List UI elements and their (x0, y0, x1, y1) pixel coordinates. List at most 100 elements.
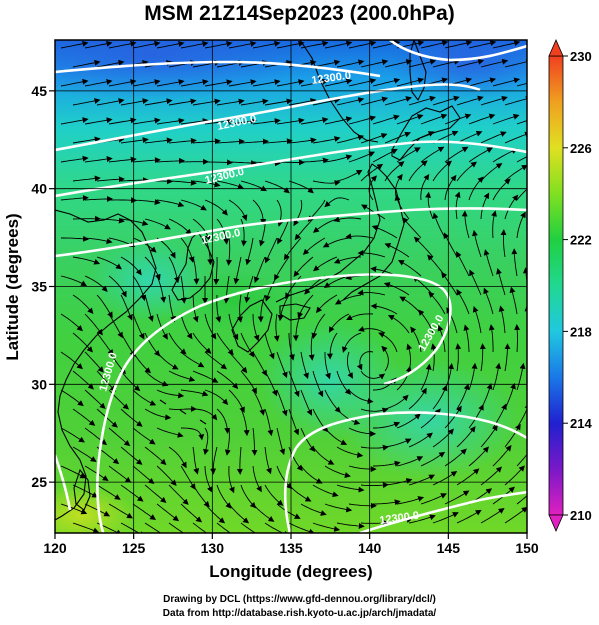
streamline-187 (240, 218, 247, 247)
streamline-59 (516, 82, 527, 87)
streamline-268 (257, 294, 266, 323)
streamline-109 (288, 137, 317, 144)
streamline-367 (228, 389, 245, 414)
streamline-151 (336, 169, 363, 182)
streamline-208 (245, 237, 254, 266)
streamline-485 (180, 503, 203, 523)
streamline-448 (252, 465, 262, 493)
streamline-247 (223, 275, 230, 304)
contour-line-2 (389, 40, 527, 62)
streamline-492 (348, 502, 377, 509)
x-tick-label-150: 150 (515, 540, 539, 556)
streamline-341 (96, 370, 116, 392)
streamline-281 (84, 313, 103, 336)
streamline-299 (509, 286, 518, 315)
streamline-118 (504, 131, 527, 144)
streamline-489 (276, 503, 301, 519)
streamline-201 (84, 237, 113, 244)
streamline-57 (468, 77, 497, 87)
y-tick-label-25: 25 (31, 474, 47, 490)
streamline-140 (72, 175, 101, 182)
streamline-301 (96, 332, 114, 356)
contour-line-5 (55, 207, 527, 258)
streamline-506 (216, 522, 232, 533)
streamline-9 (276, 40, 305, 49)
streamline-231 (313, 256, 338, 272)
streamline-100 (72, 136, 101, 144)
streamline-375 (420, 363, 432, 391)
chart-title: MSM 21Z14Sep2023 (200.0hPa) (144, 2, 455, 25)
streamline-167 (228, 199, 248, 221)
streamline-481 (84, 503, 111, 517)
streamline-35 (432, 58, 461, 68)
streamline-499 (516, 495, 527, 505)
streamline-295 (399, 296, 422, 315)
streamline-138 (492, 148, 518, 163)
streamline-192 (333, 216, 362, 223)
streamline-111 (336, 134, 365, 144)
streamline-92 (348, 115, 377, 125)
streamline-315 (418, 309, 434, 334)
contour-label-1: 12300.0 (311, 70, 352, 87)
colorbar-tick-label-218: 218 (570, 324, 592, 339)
y-tick-label-40: 40 (31, 181, 47, 197)
streamline-417 (468, 404, 484, 429)
streamline-364 (156, 389, 185, 399)
streamline-409 (276, 427, 286, 456)
streamline-325 (180, 351, 205, 368)
streamline-45 (180, 79, 209, 87)
streamline-344 (168, 370, 196, 382)
streamline-452 (348, 465, 377, 473)
streamline-483 (132, 503, 157, 520)
streamline-96 (444, 113, 472, 125)
streamline-141 (96, 176, 125, 183)
streamline-405 (180, 427, 205, 441)
streamline-199 (529, 198, 546, 219)
streamline-342 (120, 370, 141, 392)
streamline-356 (455, 343, 462, 372)
coastline-korea (171, 231, 215, 301)
streamline-105 (192, 138, 221, 145)
coastline-shikoku (279, 303, 311, 321)
streamline-64 (168, 98, 197, 106)
colorbar-body (548, 55, 564, 516)
streamline-406 (203, 427, 209, 456)
streamline-459 (516, 453, 527, 467)
colorbar-top-arrow (548, 39, 564, 57)
streamline-321 (84, 351, 104, 373)
colorbar-tick-label-230: 230 (570, 49, 592, 64)
streamline-216 (432, 212, 446, 239)
streamline-121 (84, 156, 113, 163)
streamline-182 (120, 218, 149, 226)
streamline-51 (324, 78, 353, 87)
streamline-338 (488, 324, 495, 353)
streamline-324 (156, 351, 179, 370)
streamline-425 (192, 446, 200, 475)
streamline-142 (120, 177, 149, 184)
streamline-273 (357, 289, 386, 296)
streamline-122 (108, 156, 137, 163)
streamline-440 (60, 465, 87, 479)
streamline-443 (132, 465, 155, 485)
streamline-34 (408, 58, 437, 68)
streamline-207 (226, 237, 232, 266)
streamline-17 (468, 40, 497, 49)
streamline-18 (492, 40, 521, 49)
streamline-462 (120, 484, 144, 502)
streamline-378 (492, 362, 502, 391)
contour-line-8 (359, 490, 527, 533)
streamline-335 (410, 326, 422, 353)
streamline-515 (432, 512, 459, 524)
streamline-413 (373, 421, 401, 429)
streamline-399 (529, 384, 539, 409)
streamline-220 (72, 256, 101, 265)
y-tick-label-30: 30 (31, 376, 47, 392)
streamline-126 (205, 159, 233, 166)
streamline-68 (264, 98, 293, 106)
streamline-359 (529, 344, 533, 371)
streamline-288 (252, 313, 260, 342)
streamline-469 (288, 484, 312, 502)
streamline-458 (492, 445, 512, 467)
streamline-310 (308, 332, 315, 361)
streamline-46 (204, 79, 233, 87)
